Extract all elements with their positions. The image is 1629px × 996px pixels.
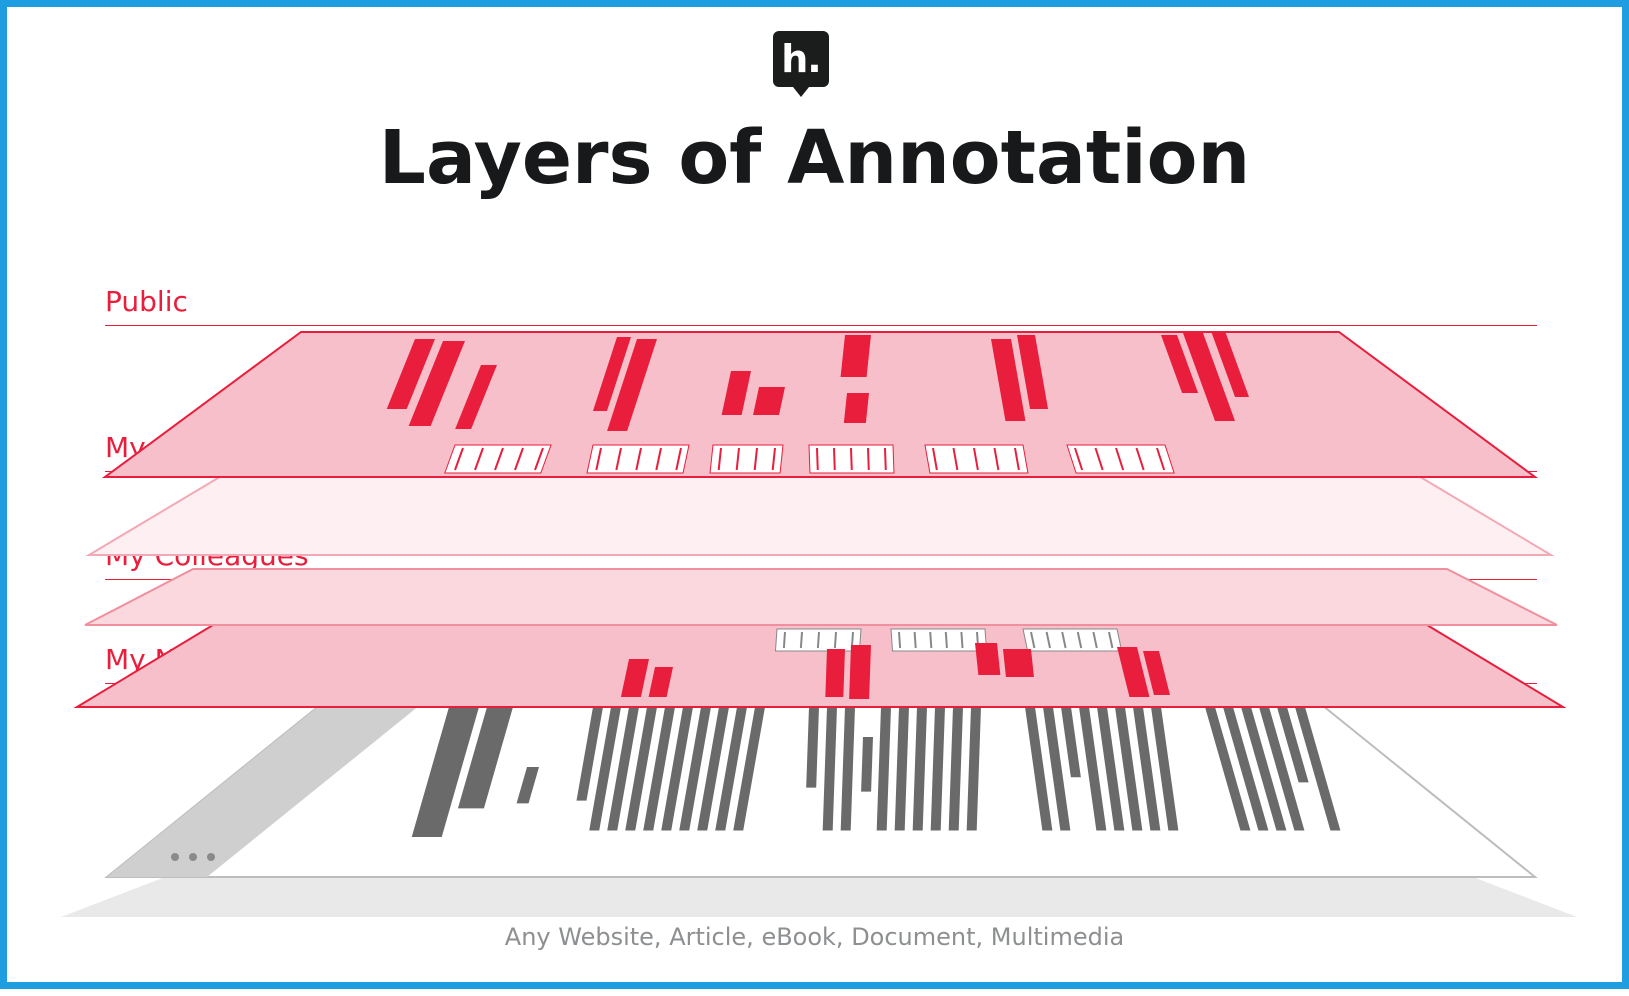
mini-doc-line [817, 448, 818, 470]
annotation-mark [975, 643, 1000, 675]
window-dot-icon [207, 853, 215, 861]
annotation-mark [825, 649, 845, 697]
annotation-mark [841, 335, 871, 377]
mini-doc [1023, 629, 1122, 651]
infographic-frame: h. Layers of Annotation PublicMy CourseM… [0, 0, 1629, 989]
colleagues-plane [85, 569, 1557, 625]
mini-doc-line [930, 632, 931, 648]
mini-doc-line [851, 448, 852, 470]
mini-doc-line [868, 448, 869, 470]
mini-doc-line [961, 632, 962, 648]
course-plane [89, 475, 1551, 555]
mini-doc-line [784, 632, 785, 648]
window-dot-icon [189, 853, 197, 861]
mini-doc-line [834, 448, 835, 470]
annotation-mark [844, 393, 869, 423]
mini-doc-line [818, 632, 819, 648]
mini-doc-line [899, 632, 900, 648]
mini-doc-line [946, 632, 947, 648]
layers-diagram [7, 7, 1629, 996]
mini-doc-line [915, 632, 916, 648]
document-content-bar [861, 737, 873, 792]
mini-doc-line [801, 632, 802, 648]
annotation-mark [1003, 649, 1034, 677]
mini-doc-line [885, 448, 886, 470]
annotation-mark [849, 645, 871, 699]
caption: Any Website, Article, eBook, Document, M… [7, 923, 1622, 951]
mini-doc-line [835, 632, 836, 648]
mini-doc [891, 629, 987, 651]
window-dot-icon [171, 853, 179, 861]
